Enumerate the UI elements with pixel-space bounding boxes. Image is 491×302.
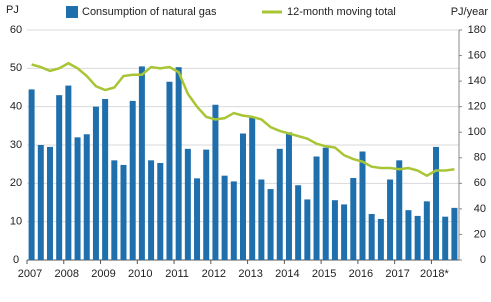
x-tick-label: 2012: [202, 268, 226, 280]
bar: [276, 148, 283, 260]
bar: [341, 204, 348, 260]
bar: [148, 160, 155, 260]
line: [31, 61, 455, 178]
bar: [166, 81, 173, 260]
y2-tick-label: 100: [468, 126, 486, 138]
y2-tick-label: 160: [468, 49, 486, 61]
bar: [92, 106, 99, 261]
bar: [74, 137, 81, 260]
x-tick-label: 2010: [128, 268, 152, 280]
bar: [212, 104, 219, 260]
bar: [387, 179, 394, 260]
bar: [240, 133, 246, 260]
bar: [129, 100, 136, 261]
y-tick-label: 10: [10, 216, 22, 228]
y2-tick-label: 140: [468, 75, 486, 87]
x-tick-label: 2014: [275, 268, 299, 280]
bar: [203, 149, 210, 260]
bar: [451, 207, 458, 260]
x-tick-label: 2016: [349, 268, 373, 280]
bar: [56, 95, 63, 261]
bar: [111, 160, 118, 260]
y-tick-label: 40: [10, 101, 22, 113]
y-tick-label: 60: [10, 24, 22, 36]
y-axis-label: PJ: [6, 4, 19, 16]
bar: [414, 215, 421, 260]
bar: [194, 178, 201, 260]
bar: [120, 164, 127, 260]
bar: [138, 66, 145, 261]
x-tick-label: 2015: [312, 268, 336, 280]
bar: [396, 160, 403, 260]
bar: [377, 218, 384, 260]
bar: [267, 189, 274, 260]
bar: [350, 177, 357, 260]
bar: [304, 199, 311, 260]
x-tick-label: 2009: [91, 268, 115, 280]
bar: [83, 134, 90, 260]
bar: [368, 214, 375, 260]
x-tick-label: 2008: [55, 268, 79, 280]
bar: [405, 210, 412, 260]
bar: [295, 185, 302, 260]
legend-label: 12-month moving total: [287, 6, 396, 18]
bar: [46, 146, 53, 260]
bar: [331, 200, 338, 260]
y2-tick-label: 120: [468, 101, 486, 113]
y-tick-label: 0: [13, 254, 19, 266]
bar: [359, 151, 366, 260]
bar: [230, 181, 237, 260]
x-tick-label: 2013: [238, 268, 262, 280]
y-tick-label: 20: [10, 177, 22, 189]
y2-tick-label: 20: [474, 228, 486, 240]
y2-tick-label: 180: [468, 24, 486, 36]
x-tick-label: 2017: [385, 268, 409, 280]
bar: [258, 179, 265, 260]
bar: [175, 67, 182, 260]
x-tick-label: 2018*: [420, 268, 449, 280]
bar: [65, 85, 72, 260]
bar: [313, 156, 320, 260]
bar: [157, 163, 164, 260]
x-tick-label: 2011: [165, 268, 189, 280]
bar: [37, 145, 44, 260]
bar: [28, 89, 35, 261]
y2-tick-label: 0: [480, 254, 486, 266]
y-tick-label: 30: [10, 139, 22, 151]
bar: [221, 175, 228, 260]
y2-tick-label: 60: [474, 177, 486, 189]
legend-label: Consumption of natural gas: [82, 6, 217, 18]
bar: [285, 132, 292, 260]
bar: [433, 146, 440, 260]
y2-tick-label: 40: [474, 203, 486, 215]
bar: [184, 148, 191, 260]
bar: [423, 201, 430, 260]
y-tick-label: 50: [10, 62, 22, 74]
x-tick-label: 2007: [18, 268, 42, 280]
bar: [102, 99, 109, 260]
bar: [322, 147, 329, 260]
y2-axis-label: PJ/year: [451, 6, 489, 18]
bar: [249, 117, 256, 261]
legend-swatch-bar: [66, 6, 78, 18]
y2-tick-label: 80: [474, 152, 486, 164]
bar: [442, 216, 449, 260]
